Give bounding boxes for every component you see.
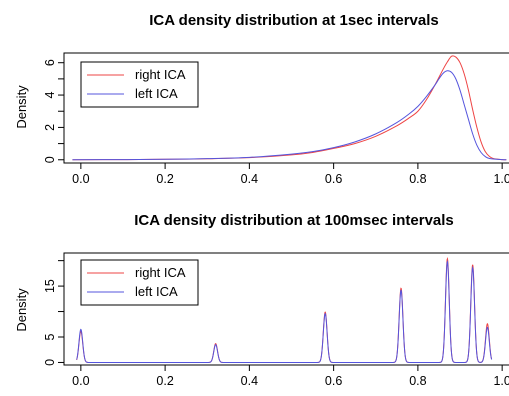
chart-100msec-legend-left-label: left ICA [135,284,178,299]
chart-100msec-x-tick-label: 0.8 [409,374,426,388]
chart-100msec-title: ICA density distribution at 100msec inte… [134,212,454,229]
chart-100msec-plot-box [63,252,509,366]
chart-1sec-y-tick-label: 0 [43,156,57,163]
chart-100msec-y-tick-label: 15 [43,279,57,293]
chart-1sec-x-tick-label: 0.6 [325,172,342,186]
chart-100msec-y-tick-label: 5 [43,333,57,340]
chart-100msec-series-left-ica [76,260,493,363]
chart-100msec-x-tick-label: 0.0 [72,374,89,388]
chart-1sec-x-tick-label: 1.0 [493,172,509,186]
chart-100msec-legend-right-label: right ICA [135,265,186,280]
chart-1sec-y-tick-label: 2 [43,124,57,131]
chart-1sec-series [72,55,507,161]
chart-1sec-legend: right ICA left ICA [80,61,199,108]
chart-100msec-y-tick-label: 0 [43,359,57,366]
chart-1sec-legend-box [80,61,199,108]
chart-1sec-series-right-ica [72,55,507,161]
chart-1sec-y-tick-label: 4 [43,92,57,99]
chart-1sec-legend-left-label: left ICA [135,86,178,101]
chart-100msec-ylabel: Density [14,288,29,332]
chart-100msec-x-tick-label: 0.2 [156,374,173,388]
chart-1sec-title: ICA density distribution at 1sec interva… [149,12,439,29]
chart-1sec-x-tick-label: 0.0 [72,172,89,186]
chart-1sec-plot-box [63,52,509,164]
chart-1sec-y-axis: 0 2 4 6 [43,59,64,163]
chart-1sec-legend-right-label: right ICA [135,67,186,82]
chart-100msec: ICA density distribution at 100msec inte… [14,212,509,388]
chart-1sec-x-tick-label: 0.2 [156,172,173,186]
chart-1sec-x-tick-label: 0.4 [241,172,258,186]
chart-100msec-legend: right ICA left ICA [80,259,199,306]
chart-1sec: ICA density distribution at 1sec interva… [14,12,509,186]
chart-1sec-ylabel: Density [14,85,29,129]
chart-100msec-x-tick-label: 1.0 [493,374,509,388]
chart-100msec-legend-box [80,259,199,306]
chart-1sec-x-tick-label: 0.8 [409,172,426,186]
chart-100msec-x-tick-label: 0.6 [325,374,342,388]
chart-100msec-x-axis: 0.0 0.2 0.4 0.6 0.8 1.0 [72,365,509,388]
chart-1sec-series-left-ica [72,70,507,161]
chart-100msec-x-tick-label: 0.4 [241,374,258,388]
chart-1sec-x-axis: 0.0 0.2 0.4 0.6 0.8 1.0 [72,163,509,186]
chart-100msec-y-axis: 0 5 15 [43,260,64,366]
chart-100msec-series [76,256,493,363]
chart-1sec-y-tick-label: 6 [43,59,57,66]
